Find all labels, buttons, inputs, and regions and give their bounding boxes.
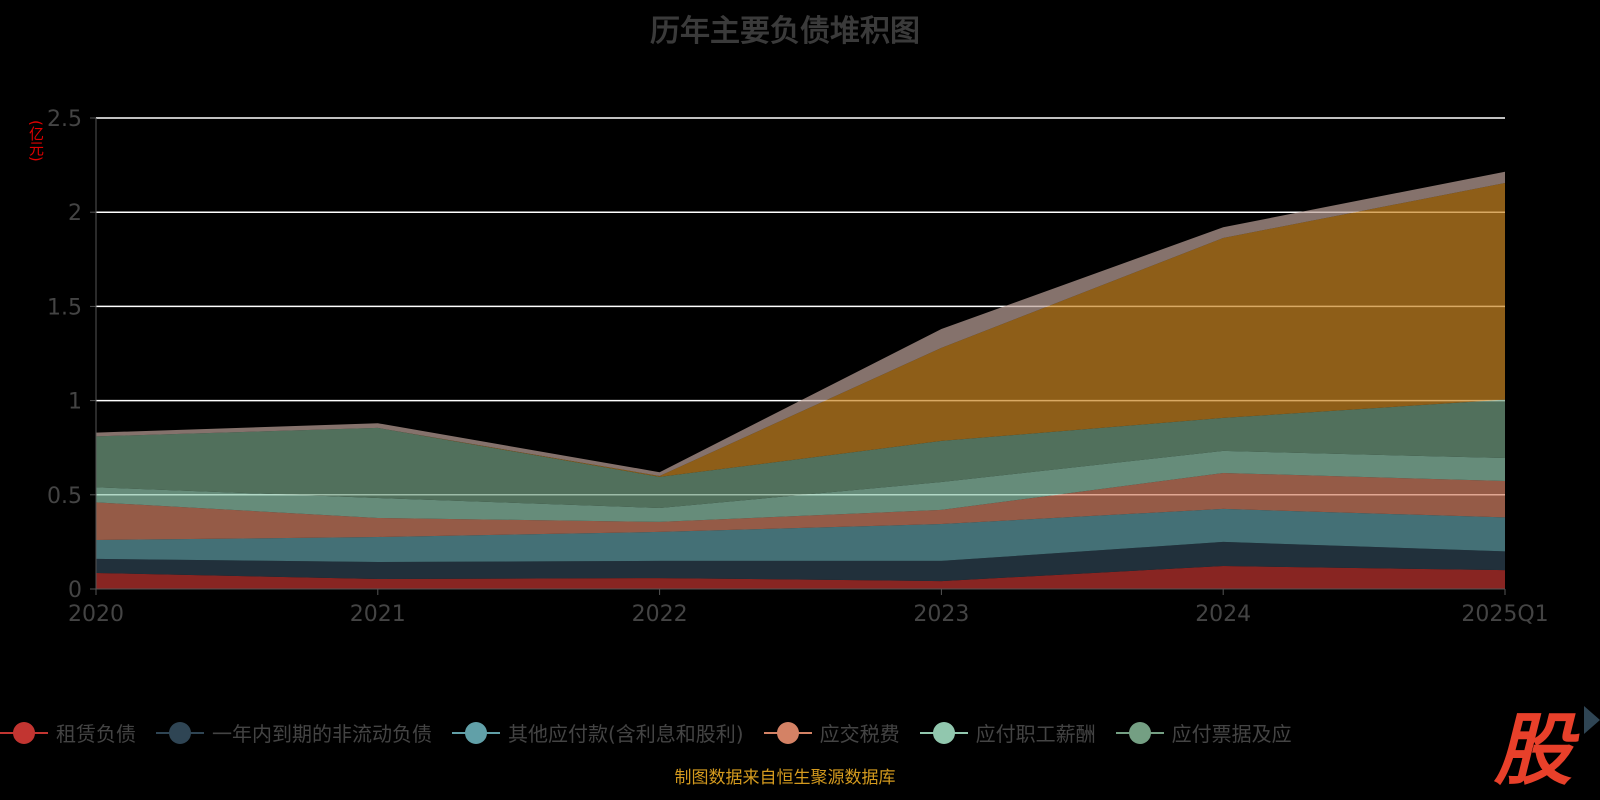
- y-tick-label: 2: [68, 201, 82, 226]
- x-tick-label: 2020: [68, 602, 124, 627]
- area-series-6: [96, 182, 1505, 477]
- y-tick-label: 0.5: [47, 484, 82, 509]
- x-tick-label: 2022: [632, 602, 688, 627]
- legend-item[interactable]: 租赁负债: [0, 718, 136, 747]
- legend-item[interactable]: 一年内到期的非流动负债: [156, 718, 432, 747]
- y-tick-label: 1.5: [47, 295, 82, 320]
- legend-label: 应付职工薪酬: [975, 722, 1096, 746]
- x-tick-label: 2024: [1195, 602, 1251, 627]
- y-tick-label: 1: [68, 390, 82, 415]
- legend-label: 应付票据及应: [1171, 722, 1292, 746]
- legend-marker-icon: [763, 721, 812, 745]
- legend-next-page-icon[interactable]: [1584, 706, 1600, 734]
- legend-item[interactable]: 应交税费: [763, 718, 900, 747]
- legend-label: 租赁负债: [56, 722, 136, 746]
- legend-label: 应交税费: [819, 722, 900, 746]
- x-tick-label: 2025Q1: [1461, 602, 1548, 627]
- legend-marker-icon: [452, 721, 500, 745]
- area-series-1: [96, 541, 1505, 582]
- x-tick-label: 2021: [350, 602, 406, 627]
- data-source-note: 制图数据来自恒生聚源数据库: [674, 768, 896, 788]
- legend-label: 一年内到期的非流动负债: [212, 722, 432, 746]
- area-series-2: [96, 508, 1505, 563]
- area-series-7: [96, 171, 1505, 476]
- area-series-5: [96, 399, 1505, 508]
- y-tick-label: 0: [68, 578, 82, 603]
- legend-marker-icon: [919, 721, 968, 745]
- legend-item[interactable]: 应付职工薪酬: [919, 718, 1096, 747]
- y-tick-label: 2.5: [47, 107, 82, 132]
- legend: 租赁负债 一年内到期的非流动负债 其他应付款(含利息和股利) 应交税费 应付职工…: [0, 718, 1312, 747]
- brand-logo: 股: [1493, 706, 1572, 796]
- y-axis-unit: (亿元): [27, 120, 45, 162]
- legend-marker-icon: [156, 721, 204, 745]
- legend-marker-icon: [0, 721, 48, 745]
- legend-marker-icon: [1115, 721, 1164, 745]
- area-series-0: [96, 566, 1505, 589]
- legend-item[interactable]: 应付票据及应: [1115, 718, 1292, 747]
- area-series-3: [96, 472, 1505, 541]
- legend-label: 其他应付款(含利息和股利): [508, 722, 744, 746]
- area-series-4: [96, 450, 1505, 522]
- x-tick-label: 2023: [913, 602, 969, 627]
- chart-title: 历年主要负债堆积图: [650, 14, 920, 49]
- legend-item[interactable]: 其他应付款(含利息和股利): [452, 718, 744, 747]
